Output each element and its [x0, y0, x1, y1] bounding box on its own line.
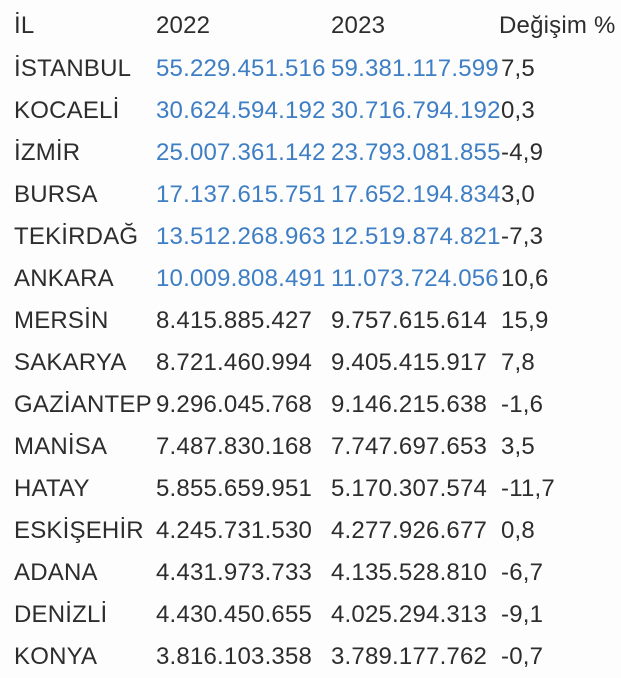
value-2023: 11.073.724.056: [331, 265, 499, 292]
value-2022: 9.296.045.768: [156, 391, 313, 418]
change-percent: -6,7: [501, 559, 544, 586]
value-2023: 12.519.874.821: [331, 223, 501, 250]
value-2023: 4.277.926.677: [331, 517, 488, 544]
table-row: GAZİANTEP 9.296.045.768 9.146.215.638 -1…: [14, 384, 621, 426]
change-percent: 3,5: [501, 433, 535, 460]
value-2023: 4.135.528.810: [331, 559, 488, 586]
value-2023: 4.025.294.313: [331, 601, 488, 628]
table-header-row: İL 2022 2023 Değişim %: [14, 4, 621, 48]
value-2023: 9.146.215.638: [331, 391, 488, 418]
change-percent: -9,1: [501, 601, 544, 628]
province-name: ANKARA: [14, 265, 114, 292]
province-name: KOCAELİ: [14, 97, 120, 124]
table-row: ADANA 4.431.973.733 4.135.528.810 -6,7: [14, 552, 621, 594]
table-row: KONYA 3.816.103.358 3.789.177.762 -0,7: [14, 636, 621, 678]
value-2022: 7.487.830.168: [156, 433, 313, 460]
table-row: TEKİRDAĞ 13.512.268.963 12.519.874.821 -…: [14, 216, 621, 258]
column-header-il: İL: [14, 12, 35, 39]
value-2023: 17.652.194.834: [331, 181, 501, 208]
change-percent: 7,5: [501, 55, 535, 82]
table-row: ESKİŞEHİR 4.245.731.530 4.277.926.677 0,…: [14, 510, 621, 552]
value-2022: 30.624.594.192: [156, 97, 326, 124]
change-percent: 7,8: [501, 349, 535, 376]
column-header-2023: 2023: [331, 12, 386, 39]
province-name: DENİZLİ: [14, 601, 108, 628]
table-row: KOCAELİ 30.624.594.192 30.716.794.192 0,…: [14, 90, 621, 132]
change-percent: 3,0: [501, 181, 535, 208]
value-2022: 4.245.731.530: [156, 517, 313, 544]
value-2022: 25.007.361.142: [156, 139, 326, 166]
table-row: DENİZLİ 4.430.450.655 4.025.294.313 -9,1: [14, 594, 621, 636]
province-name: BURSA: [14, 181, 98, 208]
change-percent: 10,6: [501, 265, 549, 292]
change-percent: -1,6: [501, 391, 544, 418]
value-2023: 9.757.615.614: [331, 307, 488, 334]
province-name: MANİSA: [14, 433, 108, 460]
column-header-2022: 2022: [156, 12, 211, 39]
change-percent: -11,7: [501, 475, 555, 502]
value-2023: 3.789.177.762: [331, 643, 488, 670]
table-row: HATAY 5.855.659.951 5.170.307.574 -11,7: [14, 468, 621, 510]
value-2023: 5.170.307.574: [331, 475, 488, 502]
change-percent: -4,9: [501, 139, 544, 166]
value-2022: 8.415.885.427: [156, 307, 313, 334]
column-header-change: Değişim %: [499, 12, 616, 39]
province-name: TEKİRDAĞ: [14, 223, 139, 250]
province-name: MERSİN: [14, 307, 109, 334]
change-percent: -7,3: [501, 223, 544, 250]
value-2022: 3.816.103.358: [156, 643, 313, 670]
table-row: İZMİR 25.007.361.142 23.793.081.855 -4,9: [14, 132, 621, 174]
value-2023: 23.793.081.855: [331, 139, 501, 166]
value-2022: 5.855.659.951: [156, 475, 313, 502]
table-row: İSTANBUL 55.229.451.516 59.381.117.599 7…: [14, 48, 621, 90]
table-row: ANKARA 10.009.808.491 11.073.724.056 10,…: [14, 258, 621, 300]
value-2022: 10.009.808.491: [156, 265, 326, 292]
value-2022: 4.431.973.733: [156, 559, 313, 586]
table-row: MERSİN 8.415.885.427 9.757.615.614 15,9: [14, 300, 621, 342]
table-row: MANİSA 7.487.830.168 7.747.697.653 3,5: [14, 426, 621, 468]
value-2023: 9.405.415.917: [331, 349, 488, 376]
value-2023: 59.381.117.599: [331, 55, 499, 82]
value-2023: 30.716.794.192: [331, 97, 501, 124]
province-name: ADANA: [14, 559, 98, 586]
value-2022: 17.137.615.751: [156, 181, 326, 208]
value-2022: 13.512.268.963: [156, 223, 326, 250]
province-name: HATAY: [14, 475, 90, 502]
province-name: KONYA: [14, 643, 98, 670]
value-2023: 7.747.697.653: [331, 433, 488, 460]
province-name: İZMİR: [14, 139, 81, 166]
change-percent: 0,3: [501, 97, 535, 124]
change-percent: 15,9: [501, 307, 549, 334]
change-percent: 0,8: [501, 517, 535, 544]
value-2022: 8.721.460.994: [156, 349, 313, 376]
value-2022: 55.229.451.516: [156, 55, 326, 82]
table-row: SAKARYA 8.721.460.994 9.405.415.917 7,8: [14, 342, 621, 384]
province-name: SAKARYA: [14, 349, 127, 376]
change-percent: -0,7: [501, 643, 544, 670]
table-row: BURSA 17.137.615.751 17.652.194.834 3,0: [14, 174, 621, 216]
province-name: GAZİANTEP: [14, 391, 152, 418]
province-name: ESKİŞEHİR: [14, 517, 144, 544]
value-2022: 4.430.450.655: [156, 601, 313, 628]
table-body: İSTANBUL 55.229.451.516 59.381.117.599 7…: [14, 48, 621, 678]
province-name: İSTANBUL: [14, 55, 132, 82]
